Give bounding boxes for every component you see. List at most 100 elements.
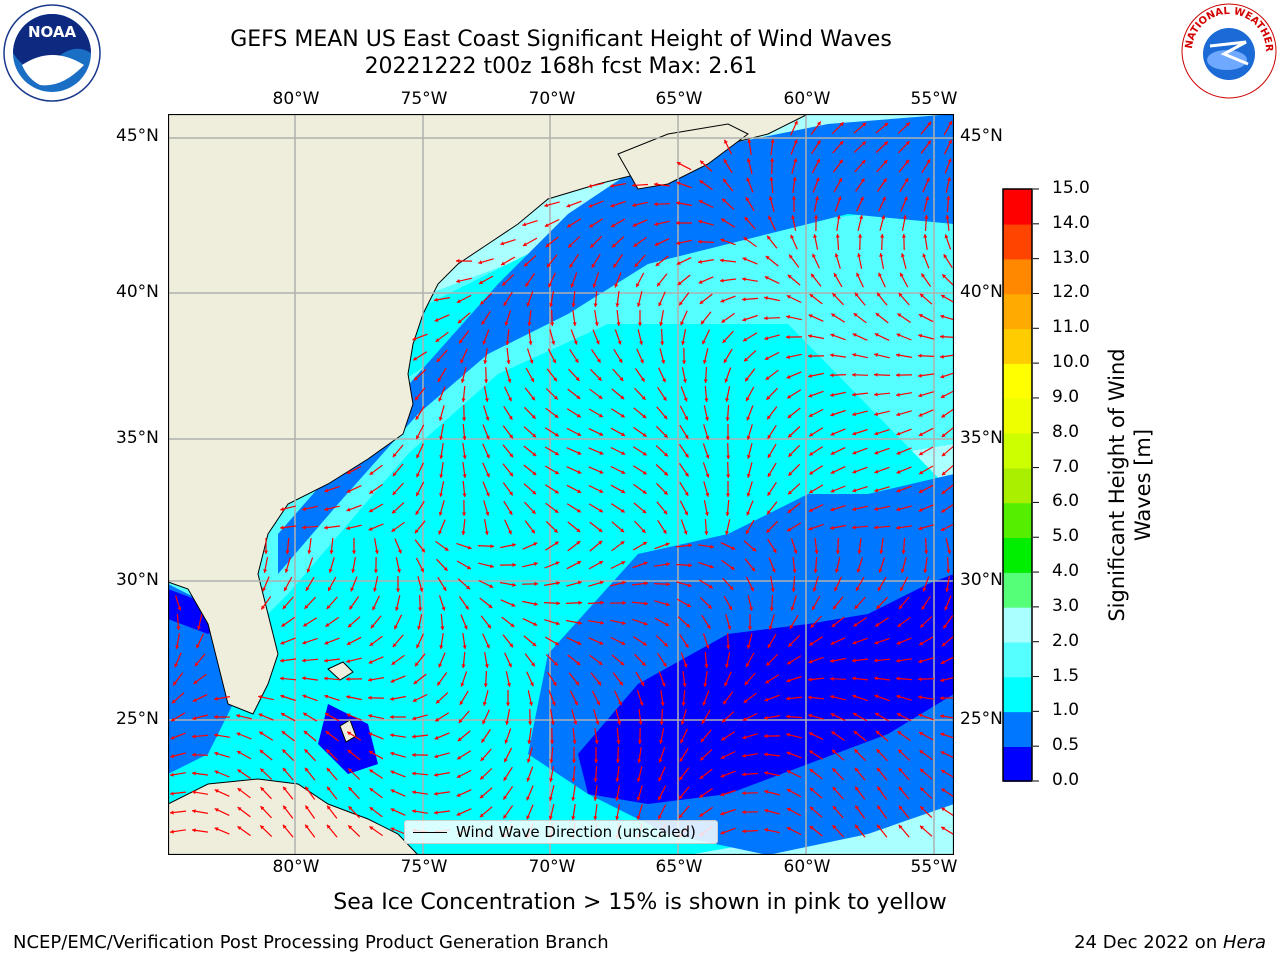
direction-arrow	[615, 746, 620, 764]
direction-arrow	[479, 293, 493, 305]
direction-arrow	[543, 581, 561, 586]
direction-arrow	[478, 562, 494, 569]
direction-arrow	[680, 652, 688, 668]
direction-arrow	[369, 483, 383, 495]
direction-arrow	[944, 595, 952, 611]
direction-arrow	[831, 731, 845, 741]
direction-arrow	[192, 828, 208, 833]
direction-arrow	[807, 695, 825, 700]
colorbar-swatch	[1003, 293, 1032, 330]
direction-arrow	[786, 769, 802, 779]
direction-arrow	[390, 789, 406, 797]
direction-arrow	[858, 233, 863, 251]
direction-arrow	[852, 637, 868, 645]
direction-arrow	[175, 632, 180, 650]
direction-arrow	[462, 499, 467, 517]
direction-arrow	[324, 658, 340, 663]
direction-arrow	[505, 690, 510, 706]
direction-arrow	[481, 729, 491, 743]
direction-arrow	[435, 331, 449, 343]
direction-arrow	[655, 425, 669, 439]
nws-logo: NATIONAL WEATHER SERVICE	[1180, 2, 1277, 99]
direction-arrow	[571, 746, 576, 764]
direction-arrow	[698, 219, 714, 226]
direction-arrow	[368, 503, 384, 513]
direction-arrow	[832, 786, 844, 800]
direction-arrow	[831, 292, 845, 306]
direction-arrow	[701, 709, 711, 725]
direction-arrow	[809, 293, 823, 305]
direction-arrow	[940, 769, 954, 779]
direction-arrow	[680, 386, 688, 402]
direction-arrow	[829, 373, 847, 378]
direction-arrow	[456, 750, 472, 760]
direction-arrow	[702, 462, 710, 478]
direction-arrow	[854, 596, 866, 610]
direction-arrow	[830, 485, 846, 493]
direction-arrow	[830, 466, 846, 474]
direction-arrow	[368, 769, 384, 779]
direction-arrow	[637, 727, 642, 745]
direction-arrow	[367, 695, 385, 700]
direction-arrow	[593, 765, 598, 783]
direction-arrow	[918, 446, 934, 456]
direction-arrow	[835, 233, 840, 251]
direction-arrow	[544, 201, 560, 208]
direction-arrow	[767, 424, 777, 440]
direction-arrow	[940, 503, 954, 513]
direction-arrow	[352, 538, 357, 554]
direction-arrow	[787, 444, 801, 458]
direction-arrow	[940, 826, 954, 836]
direction-arrow	[280, 694, 296, 702]
direction-arrow	[435, 692, 449, 704]
direction-arrow	[764, 334, 780, 341]
direction-arrow	[522, 220, 538, 227]
direction-arrow	[526, 291, 534, 307]
direction-arrow	[808, 677, 824, 682]
direction-arrow	[765, 255, 779, 267]
direction-arrow	[720, 218, 736, 228]
direction-arrow	[897, 730, 911, 742]
direction-arrow	[720, 238, 736, 246]
direction-arrow	[433, 297, 451, 302]
direction-arrow	[439, 633, 444, 649]
direction-arrow	[415, 424, 425, 440]
direction-arrow	[460, 614, 468, 630]
direction-arrow	[746, 481, 753, 497]
direction-arrow	[633, 502, 647, 514]
direction-arrow	[918, 484, 934, 494]
direction-arrow	[588, 447, 604, 455]
direction-arrow	[415, 405, 425, 421]
direction-arrow	[874, 712, 890, 722]
direction-arrow	[436, 558, 448, 572]
direction-arrow	[439, 443, 444, 459]
direction-arrow	[193, 673, 207, 685]
direction-arrow	[479, 597, 493, 609]
direction-arrow	[282, 786, 294, 800]
ocean-band-0-0.5m	[168, 574, 954, 804]
direction-arrow	[723, 158, 733, 174]
direction-arrow	[613, 254, 623, 268]
direction-arrow	[304, 786, 316, 800]
colorbar-tick-label: 3.0	[1052, 595, 1080, 616]
direction-arrow	[722, 178, 734, 192]
colorbar-swatch	[1003, 537, 1032, 573]
colorbar-tick-label: 7.0	[1052, 456, 1080, 477]
direction-arrow	[346, 504, 362, 512]
direction-arrow	[943, 139, 953, 155]
direction-arrow	[280, 637, 296, 645]
direction-arrow	[924, 537, 929, 555]
direction-arrow	[896, 637, 912, 645]
direction-arrow	[305, 576, 315, 592]
direction-arrow	[482, 462, 490, 478]
direction-arrow	[790, 139, 798, 155]
direction-arrow	[460, 671, 468, 687]
direction-arrow	[280, 658, 296, 663]
direction-arrow	[324, 485, 340, 493]
direction-arrow	[632, 561, 648, 569]
direction-arrow	[171, 692, 185, 704]
direction-arrow	[347, 616, 361, 628]
direction-arrow	[703, 405, 709, 421]
direction-arrow	[325, 730, 339, 742]
direction-arrow	[786, 315, 802, 321]
